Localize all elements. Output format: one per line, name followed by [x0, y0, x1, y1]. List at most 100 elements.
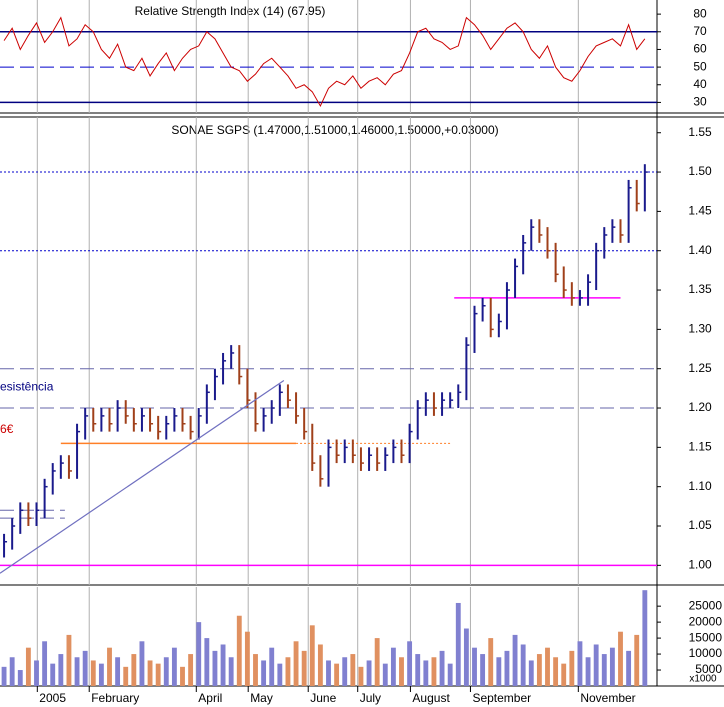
volume-bar — [50, 663, 56, 686]
volume-bar — [1, 666, 7, 686]
x-tick-label: November — [580, 691, 635, 705]
volume-bar — [326, 660, 331, 686]
volume-bar — [236, 615, 242, 686]
volume-bar — [342, 657, 348, 686]
volume-bar — [98, 663, 104, 686]
volume-bar — [244, 631, 250, 686]
y-tick-label: 1.50 — [688, 164, 712, 178]
volume-bar — [350, 654, 356, 686]
volume-bar — [212, 650, 218, 686]
volume-bar — [504, 650, 510, 686]
x-tick-label: May — [250, 691, 273, 705]
volume-bar — [163, 657, 169, 686]
x-tick-label: 2005 — [39, 691, 66, 705]
volume-bar — [317, 644, 323, 686]
y-tick-label: 80 — [693, 6, 707, 20]
volume-bar — [155, 663, 161, 686]
x-tick-label: April — [198, 691, 222, 705]
x-tick-label: July — [360, 691, 381, 705]
y-tick-label: 10000 — [689, 646, 723, 660]
volume-bar — [188, 654, 194, 686]
volume-bar — [593, 644, 599, 686]
volume-bar — [472, 647, 477, 686]
volume-bar — [301, 650, 307, 686]
trend-line — [0, 379, 285, 574]
y-tick-label: 1.05 — [688, 518, 712, 532]
volume-bar — [293, 641, 299, 686]
volume-bar — [626, 650, 632, 686]
y-tick-label: 20000 — [689, 614, 723, 628]
y-tick-label: 50 — [693, 59, 707, 73]
y-tick-label: 1.30 — [688, 322, 712, 336]
x-tick-label: August — [412, 691, 450, 705]
volume-bar — [553, 657, 559, 686]
volume-bar — [585, 657, 591, 686]
volume-bar — [374, 638, 380, 686]
volume-bar — [204, 638, 210, 686]
volume-bar — [123, 666, 129, 686]
volume-bar — [115, 657, 121, 686]
volume-bar — [496, 657, 502, 686]
volume-bar — [382, 663, 388, 686]
volume-bar — [423, 660, 429, 686]
y-tick-label: 30 — [693, 95, 707, 109]
volume-bar — [17, 670, 23, 686]
volume-bar — [131, 654, 137, 686]
volume-bar — [334, 663, 340, 686]
y-tick-label: 1.55 — [688, 125, 712, 139]
volume-bar — [366, 660, 372, 686]
x-tick-label: June — [310, 691, 336, 705]
volume-bar — [107, 647, 112, 686]
y-tick-label: 70 — [693, 24, 707, 38]
volume-bar — [147, 660, 153, 686]
volume-bar — [455, 602, 461, 686]
volume-bar — [577, 641, 583, 686]
x-tick-label: September — [472, 691, 531, 705]
volume-bar — [488, 638, 494, 686]
volume-bar — [90, 660, 96, 686]
y-tick-label: 1.10 — [688, 479, 712, 493]
y-tick-label: 60 — [693, 42, 707, 56]
volume-bar — [42, 641, 48, 686]
volume-bar — [358, 666, 364, 686]
volume-bar — [609, 647, 615, 686]
unit-label: x1000 — [689, 674, 717, 685]
y-tick-label: 40 — [693, 77, 707, 91]
volume-bar — [447, 663, 453, 686]
volume-bar — [196, 622, 202, 686]
volume-bar — [58, 654, 64, 686]
volume-bar — [528, 660, 534, 686]
price-title: SONAE SGPS (1.47000,1.51000,1.46000,1.50… — [171, 123, 498, 137]
volume-bar — [642, 590, 648, 686]
annotation: 6€ — [0, 422, 14, 436]
y-tick-label: 1.00 — [688, 558, 712, 572]
volume-bar — [171, 647, 177, 686]
volume-bar — [634, 634, 640, 686]
y-tick-label: 1.35 — [688, 282, 712, 296]
volume-bar — [520, 644, 526, 686]
volume-bar — [34, 660, 39, 686]
volume-bar — [309, 625, 315, 686]
y-tick-label: 15000 — [689, 630, 723, 644]
volume-bar — [74, 657, 80, 686]
volume-bar — [180, 666, 185, 686]
rsi-title: Relative Strength Index (14) (67.95) — [135, 4, 326, 18]
y-tick-label: 5000 — [695, 662, 722, 676]
volume-bar — [463, 628, 469, 686]
rsi-line — [3, 16, 646, 108]
y-tick-label: 25000 — [689, 598, 723, 612]
volume-bar — [269, 647, 275, 686]
volume-bar — [253, 654, 258, 686]
volume-bar — [512, 634, 518, 686]
volume-bar — [25, 647, 31, 686]
volume-bar — [220, 644, 226, 686]
y-tick-label: 1.15 — [688, 440, 712, 454]
volume-bar — [480, 654, 486, 686]
volume-bar — [415, 654, 421, 686]
volume-bar — [407, 641, 413, 686]
volume-bar — [228, 657, 234, 686]
volume-bar — [601, 654, 607, 686]
x-tick-label: February — [91, 691, 139, 705]
